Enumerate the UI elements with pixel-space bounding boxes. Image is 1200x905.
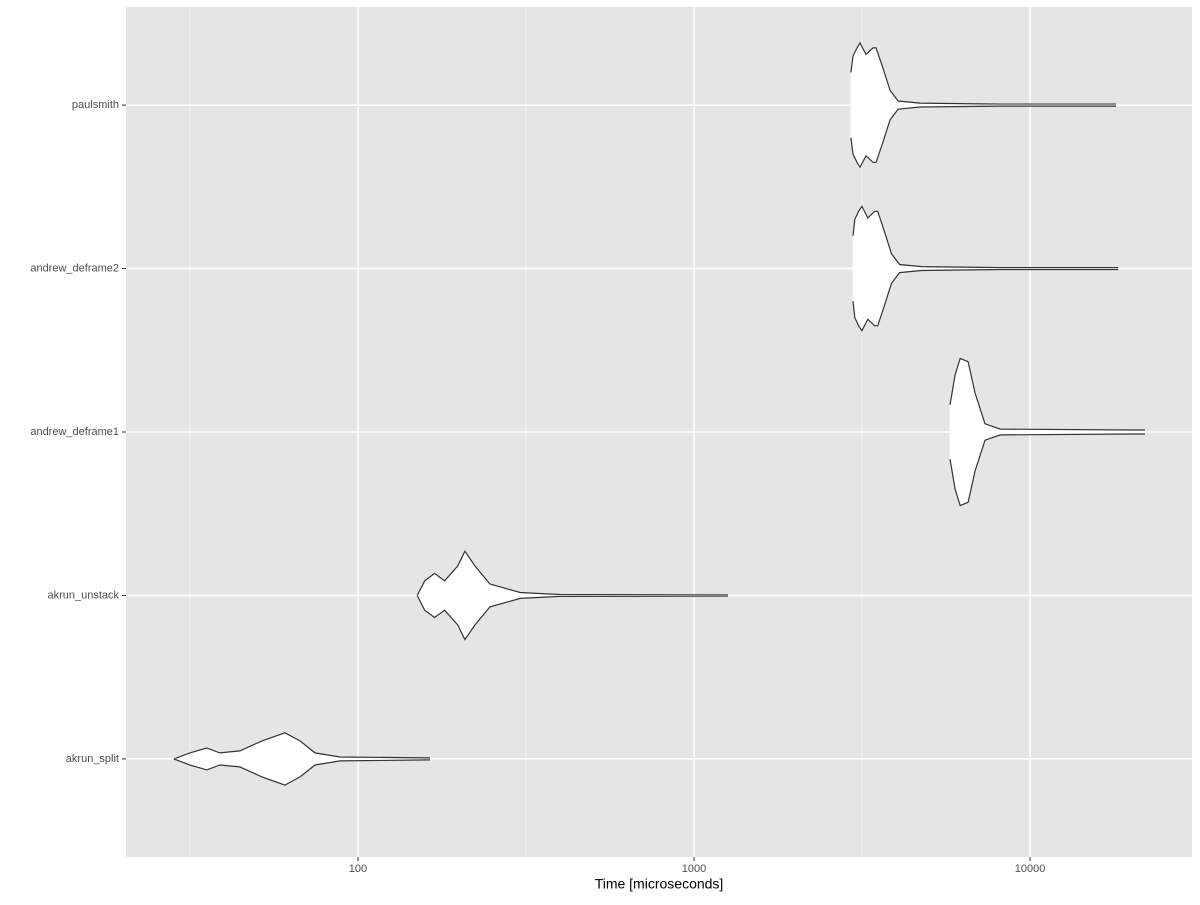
violin-outline	[416, 550, 729, 596]
violin-outline	[173, 732, 431, 760]
x-tick-label: 100	[349, 863, 367, 875]
violin-outline	[850, 105, 1117, 169]
y-tick-label: andrew_deframe2	[30, 262, 119, 274]
y-tick-label: akrun_unstack	[47, 589, 119, 601]
violin-outline	[949, 357, 1145, 431]
violin-outline	[852, 205, 1119, 269]
y-tick-label: paulsmith	[72, 99, 119, 111]
y-tick-label: akrun_split	[66, 753, 119, 765]
violin-outline	[852, 268, 1119, 332]
violin-outline	[949, 433, 1145, 507]
x-tick-label: 1000	[682, 863, 706, 875]
violin-outline	[416, 595, 729, 641]
x-tick-label: 10000	[1015, 863, 1046, 875]
violin-outline	[850, 41, 1117, 105]
violin-outline	[173, 758, 431, 786]
y-tick-label: andrew_deframe1	[30, 426, 119, 438]
x-axis-title: Time [microseconds]	[595, 876, 724, 892]
